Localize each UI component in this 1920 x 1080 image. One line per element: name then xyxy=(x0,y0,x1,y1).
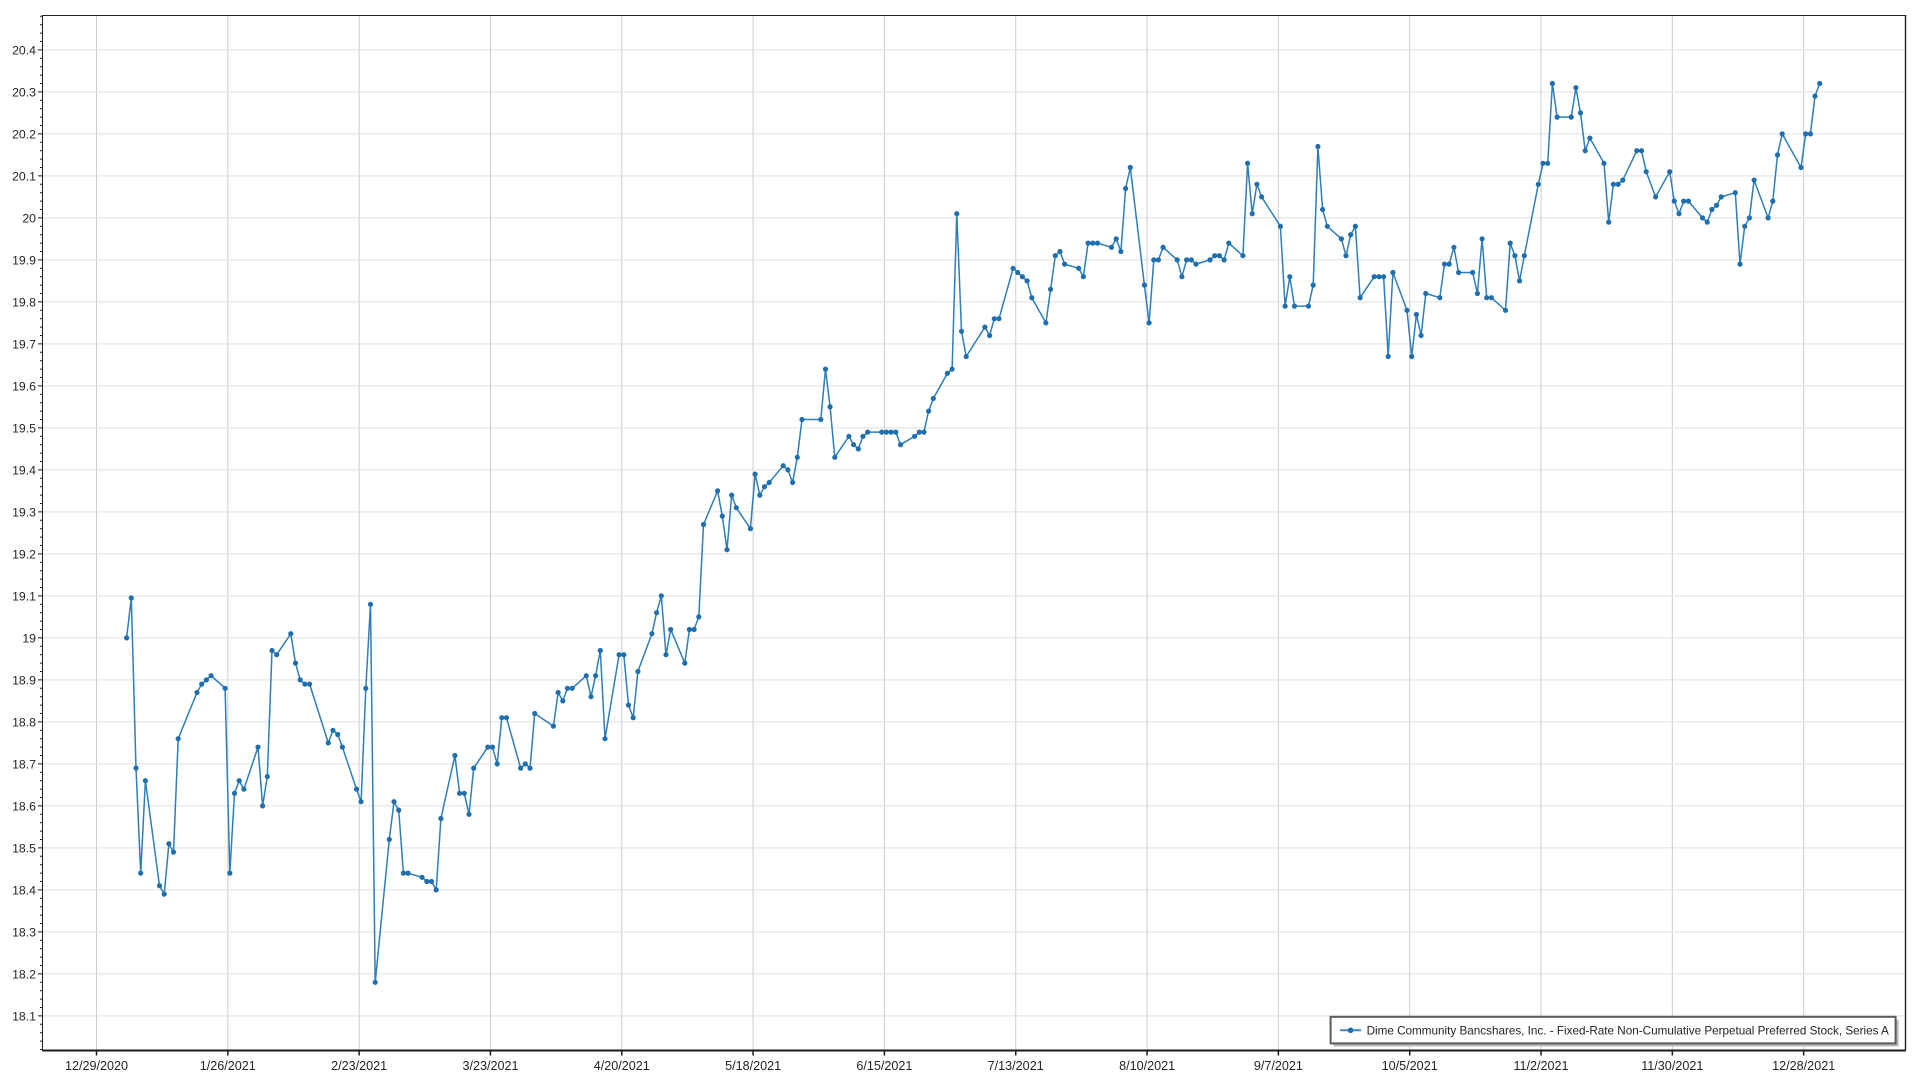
svg-text:19.3: 19.3 xyxy=(12,505,36,519)
svg-text:18.1: 18.1 xyxy=(12,1009,36,1023)
svg-text:19.5: 19.5 xyxy=(12,421,36,435)
svg-text:20: 20 xyxy=(22,211,36,225)
svg-text:3/23/2021: 3/23/2021 xyxy=(462,1059,518,1073)
svg-text:20.3: 20.3 xyxy=(12,85,36,99)
svg-text:18.3: 18.3 xyxy=(12,925,36,939)
svg-text:18.8: 18.8 xyxy=(12,715,36,729)
svg-text:18.2: 18.2 xyxy=(12,967,36,981)
svg-text:19.6: 19.6 xyxy=(12,379,36,393)
svg-text:8/10/2021: 8/10/2021 xyxy=(1119,1059,1175,1073)
svg-text:12/28/2021: 12/28/2021 xyxy=(1772,1059,1835,1073)
svg-text:18.4: 18.4 xyxy=(12,883,36,897)
svg-text:6/15/2021: 6/15/2021 xyxy=(856,1059,912,1073)
svg-text:18.7: 18.7 xyxy=(12,757,36,771)
svg-text:20.4: 20.4 xyxy=(12,43,36,57)
svg-text:Dime Community Bancshares, Inc: Dime Community Bancshares, Inc. - Fixed-… xyxy=(1367,1024,1889,1037)
svg-text:10/5/2021: 10/5/2021 xyxy=(1382,1059,1438,1073)
svg-text:11/2/2021: 11/2/2021 xyxy=(1513,1059,1568,1073)
svg-text:9/7/2021: 9/7/2021 xyxy=(1254,1059,1303,1073)
svg-text:19.2: 19.2 xyxy=(12,547,36,561)
svg-text:19: 19 xyxy=(22,631,36,645)
svg-text:19.1: 19.1 xyxy=(12,589,36,603)
svg-text:18.6: 18.6 xyxy=(12,799,36,813)
svg-text:19.7: 19.7 xyxy=(12,337,36,351)
svg-text:1/26/2021: 1/26/2021 xyxy=(200,1059,256,1073)
svg-text:11/30/2021: 11/30/2021 xyxy=(1641,1059,1703,1073)
svg-text:12/29/2020: 12/29/2020 xyxy=(65,1059,128,1073)
svg-text:2/23/2021: 2/23/2021 xyxy=(331,1059,387,1073)
svg-text:4/20/2021: 4/20/2021 xyxy=(594,1059,650,1073)
svg-text:19.4: 19.4 xyxy=(12,463,36,477)
svg-text:19.8: 19.8 xyxy=(12,295,36,309)
svg-text:19.9: 19.9 xyxy=(12,253,36,267)
svg-text:18.9: 18.9 xyxy=(12,673,36,687)
svg-text:18.5: 18.5 xyxy=(12,841,36,855)
svg-text:20.2: 20.2 xyxy=(12,127,36,141)
svg-text:20.1: 20.1 xyxy=(12,169,36,183)
svg-text:5/18/2021: 5/18/2021 xyxy=(725,1059,781,1073)
svg-text:7/13/2021: 7/13/2021 xyxy=(988,1059,1044,1073)
